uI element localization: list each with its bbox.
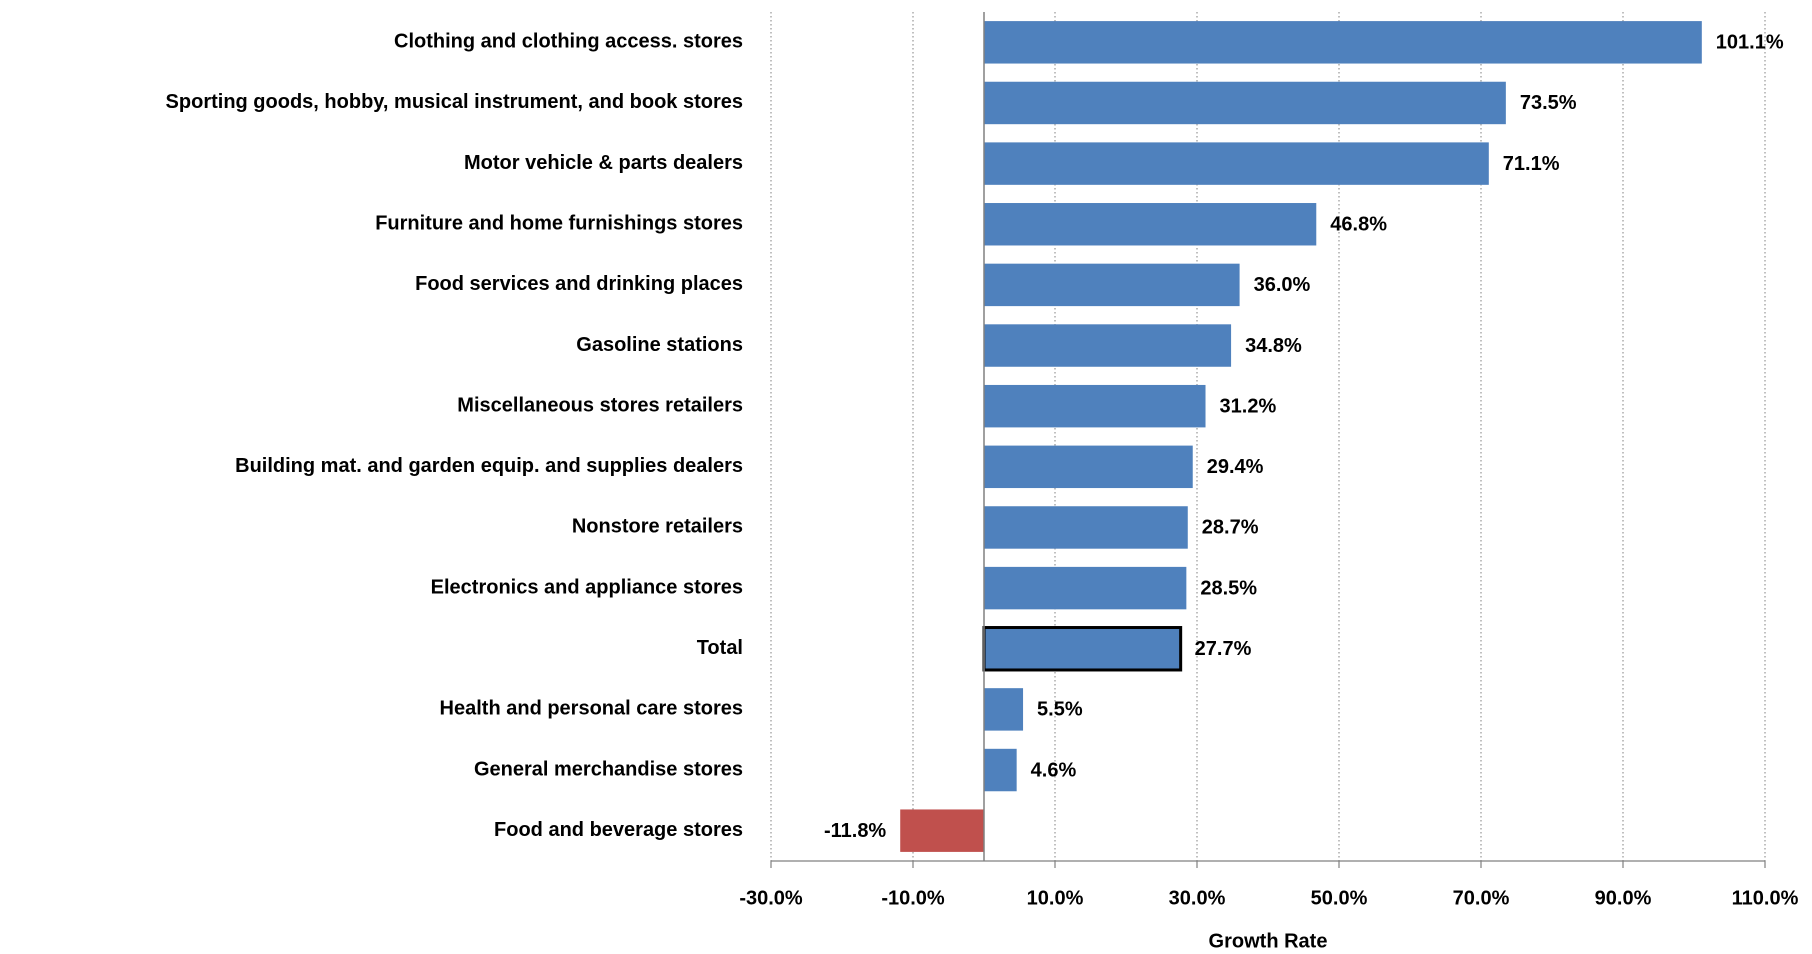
bar — [984, 506, 1188, 549]
bar — [984, 324, 1232, 367]
data-label: -11.8% — [824, 820, 886, 842]
y-tick-label: Clothing and clothing access. stores — [394, 31, 743, 53]
x-tick-label: 30.0% — [1169, 887, 1226, 909]
bar — [984, 566, 1187, 610]
data-label: 101.1% — [1716, 32, 1784, 54]
y-tick-label: Food and beverage stores — [494, 819, 743, 841]
data-label: 4.6% — [1031, 759, 1077, 781]
bar — [984, 203, 1317, 246]
bar — [984, 748, 1017, 792]
data-label: 73.5% — [1520, 92, 1577, 114]
y-tick-label: Total — [697, 637, 743, 659]
data-label: 5.5% — [1037, 699, 1083, 721]
bar — [982, 626, 1183, 672]
x-tick-label: 50.0% — [1311, 887, 1368, 909]
data-label: 31.2% — [1220, 395, 1277, 417]
y-tick-label: Health and personal care stores — [440, 698, 743, 720]
y-tick-label: Motor vehicle & parts dealers — [464, 152, 743, 174]
y-tick-label: Furniture and home furnishings stores — [375, 213, 743, 235]
y-tick-label: Electronics and appliance stores — [431, 576, 743, 598]
data-label: 71.1% — [1503, 153, 1560, 175]
y-tick-label: Building mat. and garden equip. and supp… — [235, 455, 743, 477]
bar — [984, 21, 1702, 64]
x-axis-title: Growth Rate — [1209, 930, 1328, 952]
data-label: 28.7% — [1202, 517, 1259, 539]
bar — [984, 384, 1206, 428]
bar — [984, 445, 1193, 489]
data-label: 46.8% — [1330, 214, 1387, 236]
y-tick-label: Food services and drinking places — [415, 273, 743, 295]
x-tick-label: 10.0% — [1027, 887, 1084, 909]
bar — [984, 688, 1024, 731]
y-tick-label: Sporting goods, hobby, musical instrumen… — [166, 91, 743, 113]
data-label: 27.7% — [1195, 638, 1252, 660]
data-label: 36.0% — [1254, 274, 1311, 296]
x-tick-label: -30.0% — [739, 887, 803, 909]
data-label: 29.4% — [1207, 456, 1264, 478]
bar — [984, 81, 1506, 125]
bar — [984, 142, 1489, 185]
bar — [900, 809, 984, 852]
x-tick-label: -10.0% — [881, 887, 945, 909]
x-tick-label: 70.0% — [1453, 887, 1510, 909]
y-tick-label: Gasoline stations — [576, 334, 743, 356]
y-tick-label: Nonstore retailers — [572, 516, 743, 538]
data-label: 34.8% — [1245, 335, 1302, 357]
data-label: 28.5% — [1200, 577, 1257, 599]
y-tick-label: Miscellaneous stores retailers — [457, 394, 743, 416]
x-tick-label: 90.0% — [1595, 887, 1652, 909]
bar — [984, 263, 1240, 307]
x-tick-label: 110.0% — [1732, 887, 1799, 909]
y-tick-label: General merchandise stores — [474, 758, 743, 780]
